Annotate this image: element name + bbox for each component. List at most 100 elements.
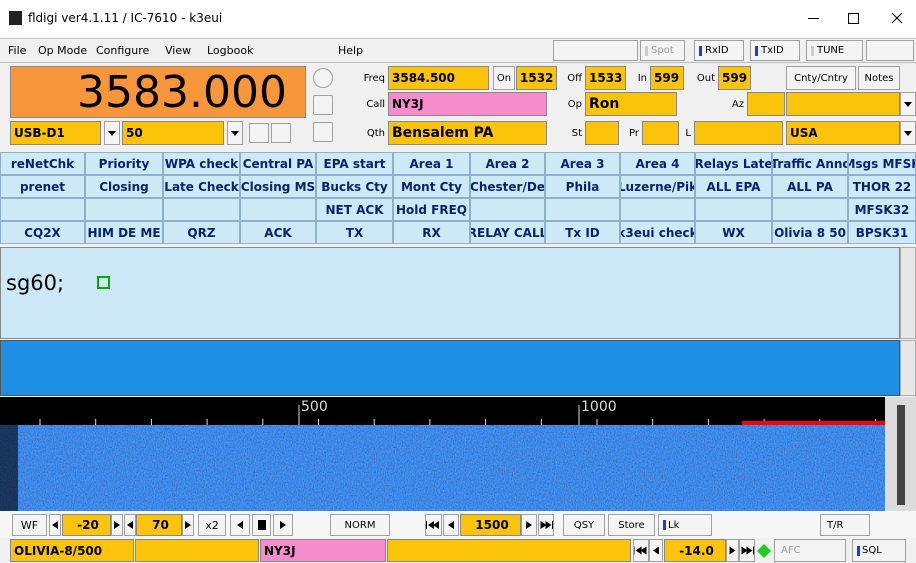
macro-button[interactable]: Traffic Annc xyxy=(772,152,848,175)
macro-button[interactable]: HIM DE ME xyxy=(85,221,163,244)
field[interactable]: -20 xyxy=(62,514,111,536)
macro-button[interactable]: WX xyxy=(695,221,772,244)
field[interactable]: NY3J xyxy=(388,92,547,116)
macro-button[interactable] xyxy=(545,198,620,221)
field[interactable] xyxy=(585,121,619,145)
arrow-button[interactable] xyxy=(739,539,755,562)
macro-button[interactable]: WPA check xyxy=(163,152,240,175)
tool-icon[interactable] xyxy=(313,122,333,142)
field[interactable]: Bensalem PA xyxy=(388,121,547,145)
field[interactable] xyxy=(694,121,783,145)
arrow-button[interactable] xyxy=(182,514,194,536)
button[interactable]: Lk xyxy=(658,514,712,536)
macro-button[interactable] xyxy=(0,198,85,221)
arrow-button[interactable] xyxy=(633,539,649,562)
button[interactable]: WF xyxy=(12,514,47,536)
macro-button[interactable]: Central PA xyxy=(240,152,316,175)
dropdown-button[interactable] xyxy=(900,92,916,116)
button[interactable]: T/R xyxy=(820,514,870,536)
macro-button[interactable]: Phila xyxy=(545,175,620,198)
macro-button[interactable]: Area 3 xyxy=(545,152,620,175)
macro-button[interactable]: Olivia 8 50 xyxy=(772,221,848,244)
field[interactable] xyxy=(642,121,679,145)
button[interactable]: Cnty/Cntry xyxy=(786,66,856,90)
field[interactable] xyxy=(747,92,785,116)
field[interactable]: 50 xyxy=(122,121,224,145)
field[interactable]: 70 xyxy=(136,514,182,536)
macro-button[interactable]: Area 1 xyxy=(393,152,470,175)
button[interactable] xyxy=(252,514,271,536)
menu-item[interactable]: File xyxy=(8,43,27,57)
toolbar-button[interactable]: Spot xyxy=(640,40,685,61)
dropdown-button[interactable] xyxy=(900,121,916,145)
menu-item[interactable]: Help xyxy=(338,43,364,57)
macro-button[interactable]: ALL EPA xyxy=(695,175,772,198)
field[interactable]: 599 xyxy=(718,66,751,90)
macro-button[interactable]: EPA start xyxy=(316,152,393,175)
toolbar-button[interactable]: TxID xyxy=(750,40,800,61)
macro-button[interactable]: Mont Cty xyxy=(393,175,470,198)
macro-button[interactable]: Tx ID xyxy=(545,221,620,244)
field[interactable]: 3584.500 xyxy=(388,66,489,90)
macro-button[interactable]: k3eui check xyxy=(620,221,695,244)
field[interactable]: Ron xyxy=(585,92,677,116)
menu-item[interactable]: Logbook xyxy=(207,43,254,57)
field[interactable]: 1532 xyxy=(516,66,557,90)
tool-icon[interactable] xyxy=(313,68,333,88)
button[interactable]: x2 xyxy=(198,514,226,536)
status-mode[interactable]: OLIVIA-8/500 xyxy=(10,539,134,562)
field[interactable]: 1533 xyxy=(585,66,626,90)
macro-button[interactable] xyxy=(85,198,163,221)
macro-button[interactable]: TX xyxy=(316,221,393,244)
arrow-button[interactable] xyxy=(649,539,663,562)
arrow-button[interactable] xyxy=(273,514,293,536)
arrow-button[interactable] xyxy=(521,514,537,536)
arrow-button[interactable] xyxy=(443,514,459,536)
macro-button[interactable] xyxy=(240,198,316,221)
arrow-button[interactable] xyxy=(538,514,554,536)
macro-button[interactable]: Late Check xyxy=(163,175,240,198)
toolbar-button[interactable]: TUNE xyxy=(806,40,863,61)
button[interactable]: NORM xyxy=(330,514,390,536)
macro-button[interactable]: Area 4 xyxy=(620,152,695,175)
button[interactable]: AFC xyxy=(774,539,846,562)
arrow-button[interactable] xyxy=(425,514,442,536)
arrow-button[interactable] xyxy=(49,514,61,536)
macro-button[interactable] xyxy=(163,198,240,221)
button[interactable]: Notes xyxy=(858,66,900,90)
button[interactable]: On xyxy=(493,66,515,90)
macro-button[interactable]: MFSK32 xyxy=(848,198,916,221)
menu-item[interactable]: Op Mode xyxy=(38,43,88,57)
macro-button[interactable]: Relays Late xyxy=(695,152,772,175)
macro-button[interactable]: Closing xyxy=(85,175,163,198)
macro-button[interactable] xyxy=(620,198,695,221)
macro-button[interactable]: RELAY CALL xyxy=(470,221,545,244)
macro-button[interactable]: Area 2 xyxy=(470,152,545,175)
macro-button[interactable]: CQ2X xyxy=(0,221,85,244)
tool-icon[interactable] xyxy=(249,123,269,143)
macro-button[interactable]: Priority xyxy=(85,152,163,175)
macro-button[interactable]: ALL PA xyxy=(772,175,848,198)
macro-button[interactable]: THOR 22 xyxy=(848,175,916,198)
macro-button[interactable]: ACK xyxy=(240,221,316,244)
menu-item[interactable]: Configure xyxy=(96,43,150,57)
dropdown-button[interactable] xyxy=(104,121,120,145)
macro-button[interactable]: RX xyxy=(393,221,470,244)
macro-button[interactable]: NET ACK xyxy=(316,198,393,221)
arrow-button[interactable] xyxy=(111,514,123,536)
macro-button[interactable]: QRZ xyxy=(163,221,240,244)
button[interactable]: QSY xyxy=(563,514,605,536)
macro-button[interactable]: Msgs MFSK xyxy=(848,152,916,175)
macro-button[interactable]: Bucks Cty xyxy=(316,175,393,198)
menu-item[interactable]: View xyxy=(165,43,192,57)
macro-button[interactable] xyxy=(772,198,848,221)
field[interactable]: USB-D1 xyxy=(10,121,101,145)
macro-button[interactable]: Chester/De xyxy=(470,175,545,198)
macro-button[interactable] xyxy=(695,198,772,221)
field[interactable]: USA xyxy=(786,121,900,145)
field[interactable]: -14.0 xyxy=(664,539,726,562)
tool-icon[interactable] xyxy=(271,123,291,143)
arrow-button[interactable] xyxy=(230,514,250,536)
macro-button[interactable]: Luzerne/Pik xyxy=(620,175,695,198)
arrow-button[interactable] xyxy=(726,539,739,562)
